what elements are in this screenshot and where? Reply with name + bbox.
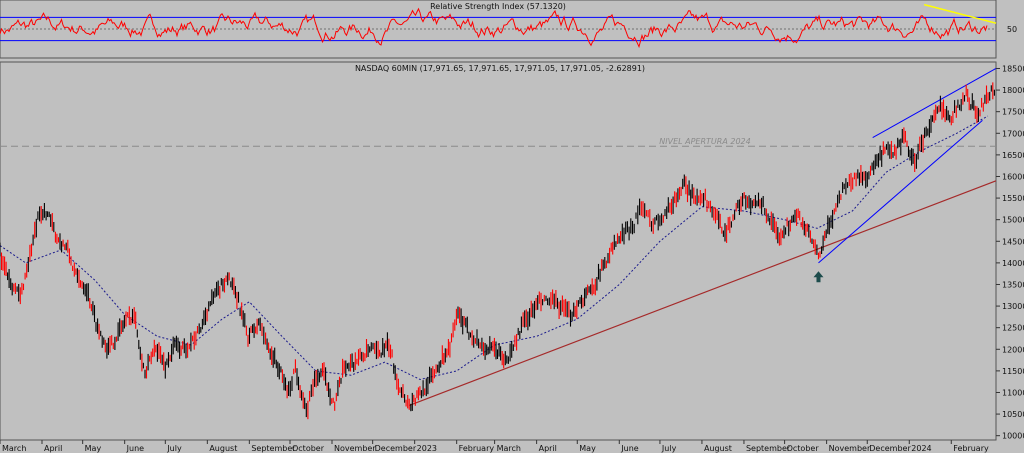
support-trendline xyxy=(409,180,997,407)
y-tick-label: 10500 xyxy=(1002,410,1024,419)
y-tick-label: 11000 xyxy=(1002,388,1024,397)
x-tick-label: September xyxy=(746,444,791,453)
x-tick-label: September xyxy=(251,444,296,453)
x-tick-label: April xyxy=(44,444,62,453)
y-tick-label: 15000 xyxy=(1002,216,1024,225)
x-tick-label: May xyxy=(579,444,596,453)
x-tick-label: June xyxy=(126,444,145,453)
y-tick-label: 12500 xyxy=(1002,324,1024,333)
x-tick-label: May xyxy=(85,444,102,453)
y-tick-label: 13500 xyxy=(1002,280,1024,289)
y-tick-label: 14000 xyxy=(1002,259,1024,268)
x-tick-label: 2023 xyxy=(417,444,437,453)
y-tick-label: 18500 xyxy=(1002,64,1024,73)
x-tick-label: April xyxy=(539,444,557,453)
y-tick-label: 18000 xyxy=(1002,86,1024,95)
rsi-title: Relative Strength Index (57.1320) xyxy=(430,2,566,11)
y-tick-label: 10000 xyxy=(1002,432,1024,441)
price-y-axis: 10000 10500 11000 11500 12000 12500 13000 13500… xyxy=(996,64,1024,441)
up-arrow-icon xyxy=(813,271,824,283)
x-tick-label: March xyxy=(2,444,26,453)
y-tick-label: 17000 xyxy=(1002,129,1024,138)
x-tick-label: November xyxy=(829,444,871,453)
x-tick-label: October xyxy=(292,444,325,453)
rsi-panel: Relative Strength Index (57.1320) 50 xyxy=(0,0,1017,59)
y-tick-label: 16500 xyxy=(1002,151,1024,160)
y-tick-label: 14500 xyxy=(1002,237,1024,246)
y-tick-label: 12000 xyxy=(1002,345,1024,354)
x-tick-label: February xyxy=(459,444,495,453)
x-tick-label: February xyxy=(953,444,989,453)
price-panel: NASDAQ 60MIN (17,971.65, 17,971.65, 17,9… xyxy=(0,61,1024,453)
x-tick-label: July xyxy=(166,444,182,453)
x-tick-label: August xyxy=(704,444,732,453)
x-tick-label: August xyxy=(209,444,237,453)
rsi-line xyxy=(0,7,988,49)
x-tick-label: October xyxy=(787,444,820,453)
y-tick-label: 11500 xyxy=(1002,367,1024,376)
x-tick-label: March xyxy=(497,444,521,453)
price-title: NASDAQ 60MIN (17,971.65, 17,971.65, 17,9… xyxy=(355,64,645,73)
rsi-bands xyxy=(0,16,996,42)
y-tick-label: 16000 xyxy=(1002,172,1024,181)
x-tick-label: December xyxy=(375,444,417,453)
x-tick-label: 2024 xyxy=(911,444,931,453)
price-bars xyxy=(0,82,995,420)
channel-lower-line xyxy=(818,119,983,264)
price-x-axis: March April May June July August SeptemberOcto… xyxy=(0,440,989,453)
x-tick-label: December xyxy=(869,444,911,453)
channel-upper-line xyxy=(872,68,997,139)
price-panel-frame xyxy=(0,61,997,441)
y-tick-label: 15500 xyxy=(1002,194,1024,203)
rsi-tick-label: 50 xyxy=(1007,25,1017,34)
moving-average-line xyxy=(0,115,989,381)
y-tick-label: 17500 xyxy=(1002,108,1024,117)
reference-level-label: NIVEL APERTURA 2024 xyxy=(659,137,750,146)
x-tick-label: November xyxy=(334,444,376,453)
rsi-y-axis: 50 xyxy=(0,25,1017,34)
x-tick-label: July xyxy=(661,444,677,453)
x-tick-label: June xyxy=(620,444,639,453)
rsi-trendline xyxy=(923,3,997,24)
y-tick-label: 13000 xyxy=(1002,302,1024,311)
